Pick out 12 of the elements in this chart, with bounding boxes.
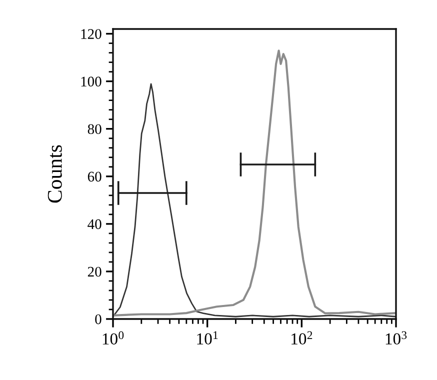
y-tick-label: 0 xyxy=(95,314,102,324)
x-tick-label: 10$^{0}$ xyxy=(102,331,124,345)
y-tick-label: 80 xyxy=(88,124,102,134)
x-tick-label: 10$^{2}$ xyxy=(292,331,312,345)
y-tick-label: 60 xyxy=(88,172,102,182)
y-tick-label: 120 xyxy=(81,29,102,39)
x-tick-label: 10$^{3}$ xyxy=(386,331,407,345)
x-tick-label: 10$^{1}$ xyxy=(197,331,218,345)
y-tick-label: 40 xyxy=(88,219,102,230)
y-tick-label: 20 xyxy=(88,266,102,277)
y-axis-title: Counts xyxy=(48,145,62,203)
y-tick-label: 100 xyxy=(81,76,102,86)
